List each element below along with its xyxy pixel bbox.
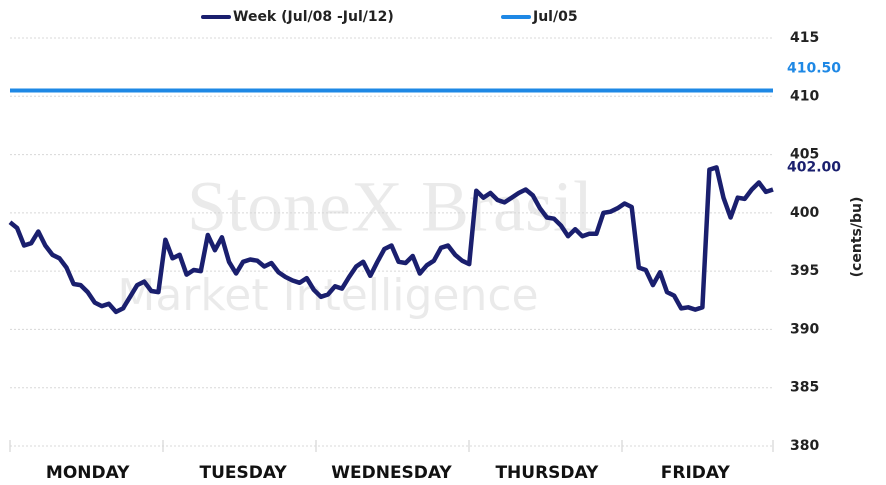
y-tick-label: 400 (790, 205, 819, 221)
y-tick-label: 405 (790, 147, 819, 163)
x-tick-label: TUESDAY (200, 463, 288, 483)
end-label: 402.00 (787, 160, 841, 176)
y-tick-label: 395 (790, 263, 819, 279)
x-tick-label: MONDAY (46, 463, 130, 483)
y-tick-label: 410 (790, 88, 819, 104)
watermark: StoneX Brasil (187, 167, 593, 247)
y-tick-label: 385 (790, 380, 819, 396)
x-tick-label: THURSDAY (495, 463, 599, 483)
y-tick-label: 380 (790, 438, 819, 454)
legend-label: Week (Jul/08 -Jul/12) (233, 9, 394, 25)
end-label: 410.50 (787, 60, 841, 76)
x-tick-label: WEDNESDAY (331, 463, 452, 483)
legend-label: Jul/05 (532, 9, 578, 25)
y-axis-label: (cents/bu) (849, 197, 865, 278)
y-tick-label: 415 (790, 30, 819, 46)
x-tick-label: FRIDAY (661, 463, 731, 483)
line (8, 165, 774, 315)
y-tick-label: 390 (790, 321, 819, 337)
